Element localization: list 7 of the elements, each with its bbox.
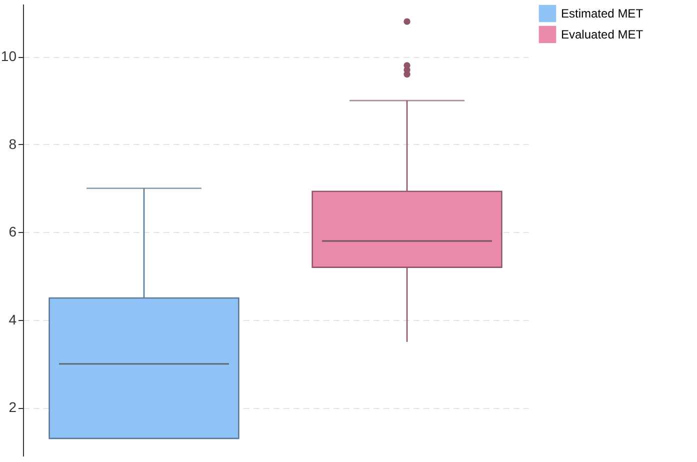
legend-label: Estimated MET bbox=[561, 6, 644, 20]
y-tick-label: 2 bbox=[8, 399, 17, 416]
legend-label: Evaluated MET bbox=[561, 28, 644, 42]
y-tick-label: 4 bbox=[8, 311, 17, 328]
y-tick-label: 8 bbox=[8, 136, 17, 152]
y-tick-label: 6 bbox=[8, 224, 17, 240]
y-tick-label: 10 bbox=[0, 48, 17, 64]
